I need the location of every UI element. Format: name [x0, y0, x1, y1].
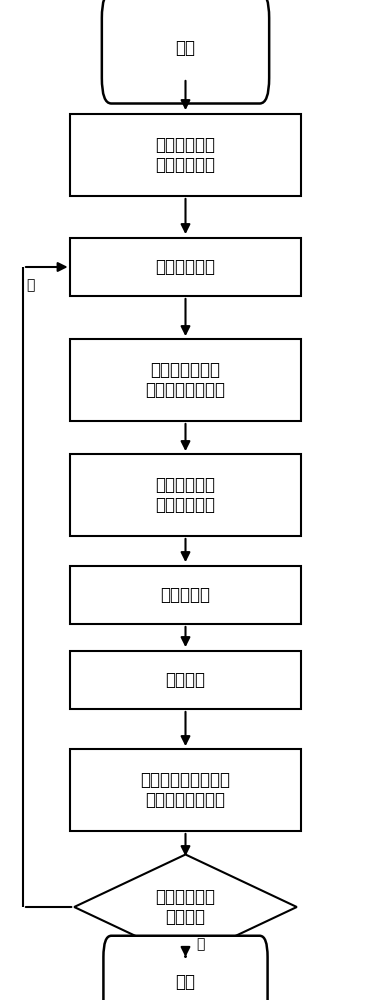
Text: 权值归一化: 权值归一化	[161, 586, 210, 604]
Bar	[70, 114, 301, 196]
Bar	[70, 566, 301, 624]
Text: 加权计算: 加权计算	[165, 671, 206, 689]
Text: 是: 是	[196, 937, 204, 951]
Text: 滤波窗口内极大
极小值像素点滤除: 滤波窗口内极大 极小值像素点滤除	[145, 361, 226, 399]
Text: 滑动滤波窗口: 滑动滤波窗口	[155, 258, 216, 276]
Text: 否: 否	[26, 278, 35, 292]
Bar	[70, 651, 301, 709]
FancyBboxPatch shape	[104, 936, 267, 1000]
Bar	[70, 749, 301, 831]
FancyBboxPatch shape	[102, 0, 269, 104]
Text: 加权计算结果替代滤
波窗口的中心像素: 加权计算结果替代滤 波窗口的中心像素	[141, 771, 230, 809]
Bar	[70, 238, 301, 296]
Text: 结束: 结束	[175, 973, 196, 991]
Text: 所有像素是否
处理完毕: 所有像素是否 处理完毕	[155, 888, 216, 926]
Text: 滤波窗口剩余
像素权值分配: 滤波窗口剩余 像素权值分配	[155, 476, 216, 514]
Text: 开始: 开始	[175, 39, 196, 57]
Bar	[70, 454, 301, 536]
Text: 输入滤除脉冲
噪声后的图像: 输入滤除脉冲 噪声后的图像	[155, 136, 216, 174]
Polygon shape	[74, 854, 297, 960]
Bar	[70, 339, 301, 421]
